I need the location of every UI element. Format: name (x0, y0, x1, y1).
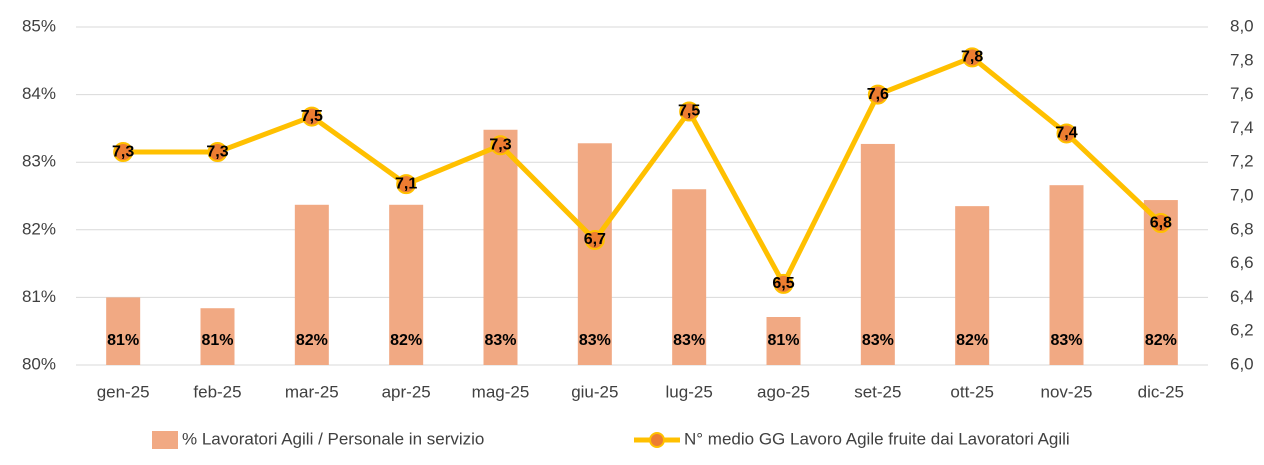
x-tick-label: lug-25 (666, 382, 713, 401)
y-tick-label: 84% (22, 84, 56, 103)
bar (577, 143, 612, 365)
x-tick-label: feb-25 (193, 382, 241, 401)
bar-value-label: 82% (296, 332, 328, 349)
line-marker (867, 84, 888, 105)
line-marker (113, 142, 134, 163)
legend-label: % Lavoratori Agili / Personale in serviz… (182, 429, 484, 448)
bar-value-label: 81% (201, 332, 233, 349)
bar-value-label: 83% (1050, 332, 1082, 349)
y2-tick-label: 7,4 (1230, 118, 1254, 137)
line-value-label: 6,5 (772, 275, 794, 292)
y2-tick-label: 7,0 (1230, 185, 1254, 204)
bar-value-label: 82% (390, 332, 422, 349)
line-marker (490, 135, 511, 156)
line-value-label: 7,3 (112, 143, 134, 160)
line-value-label: 7,3 (206, 143, 228, 160)
bar (200, 308, 235, 365)
line-value-label: 7,6 (867, 86, 889, 103)
bar (294, 204, 329, 365)
y2-tick-label: 8,0 (1230, 16, 1254, 35)
line-marker (584, 229, 605, 250)
bar (389, 204, 424, 365)
line-marker (773, 273, 794, 294)
legend-label: N° medio GG Lavoro Agile fruite dai Lavo… (684, 429, 1070, 448)
bar (483, 129, 518, 365)
x-tick-label: set-25 (854, 382, 901, 401)
line-marker (301, 106, 322, 127)
line-value-label: 7,5 (301, 108, 323, 125)
y-tick-label: 81% (22, 287, 56, 306)
bar-value-label: 81% (107, 332, 139, 349)
line-marker (396, 174, 417, 195)
x-tick-label: nov-25 (1041, 382, 1093, 401)
line-value-label: 6,7 (584, 231, 606, 248)
bar (860, 143, 895, 365)
y-tick-label: 82% (22, 219, 56, 238)
x-tick-label: dic-25 (1138, 382, 1184, 401)
line (123, 54, 1163, 287)
line-value-label: 6,8 (1150, 214, 1172, 231)
y2-tick-label: 7,8 (1230, 50, 1254, 69)
y-tick-label: 80% (22, 354, 56, 373)
bar-value-label: 82% (956, 332, 988, 349)
y2-tick-label: 6,6 (1230, 253, 1254, 272)
bar (106, 297, 141, 365)
line-value-label: 7,1 (395, 175, 417, 192)
x-tick-label: giu-25 (571, 382, 618, 401)
legend-swatch (152, 431, 178, 449)
bar (766, 317, 801, 365)
x-tick-label: mar-25 (285, 382, 339, 401)
x-tick-label: ago-25 (757, 382, 810, 401)
line-marker (679, 101, 700, 122)
line-value-label: 7,5 (678, 103, 700, 120)
x-tick-label: mag-25 (472, 382, 530, 401)
bar-value-label: 83% (862, 332, 894, 349)
line-marker (962, 47, 983, 68)
legend-marker (649, 432, 665, 448)
line-value-label: 7,3 (489, 137, 511, 154)
bar (1049, 185, 1084, 365)
line-marker (1056, 123, 1077, 144)
line-value-label: 7,8 (961, 49, 983, 66)
y2-tick-label: 7,6 (1230, 84, 1254, 103)
bar-value-label: 81% (767, 332, 799, 349)
bar (672, 189, 707, 365)
bar-value-label: 83% (484, 332, 516, 349)
bar-value-label: 82% (1145, 332, 1177, 349)
x-tick-label: gen-25 (97, 382, 150, 401)
y2-tick-label: 6,2 (1230, 321, 1254, 340)
line-marker (1150, 213, 1171, 234)
bar-value-label: 83% (579, 332, 611, 349)
line-marker (207, 142, 228, 163)
bar (955, 206, 990, 365)
y2-tick-label: 6,0 (1230, 354, 1254, 373)
bar-value-label: 83% (673, 332, 705, 349)
y2-tick-label: 7,2 (1230, 152, 1254, 171)
x-tick-label: ott-25 (950, 382, 993, 401)
line-value-label: 7,4 (1055, 125, 1077, 142)
x-tick-label: apr-25 (382, 382, 431, 401)
y-tick-label: 83% (22, 152, 56, 171)
y2-tick-label: 6,4 (1230, 287, 1254, 306)
y-tick-label: 85% (22, 16, 56, 35)
y2-tick-label: 6,8 (1230, 219, 1254, 238)
